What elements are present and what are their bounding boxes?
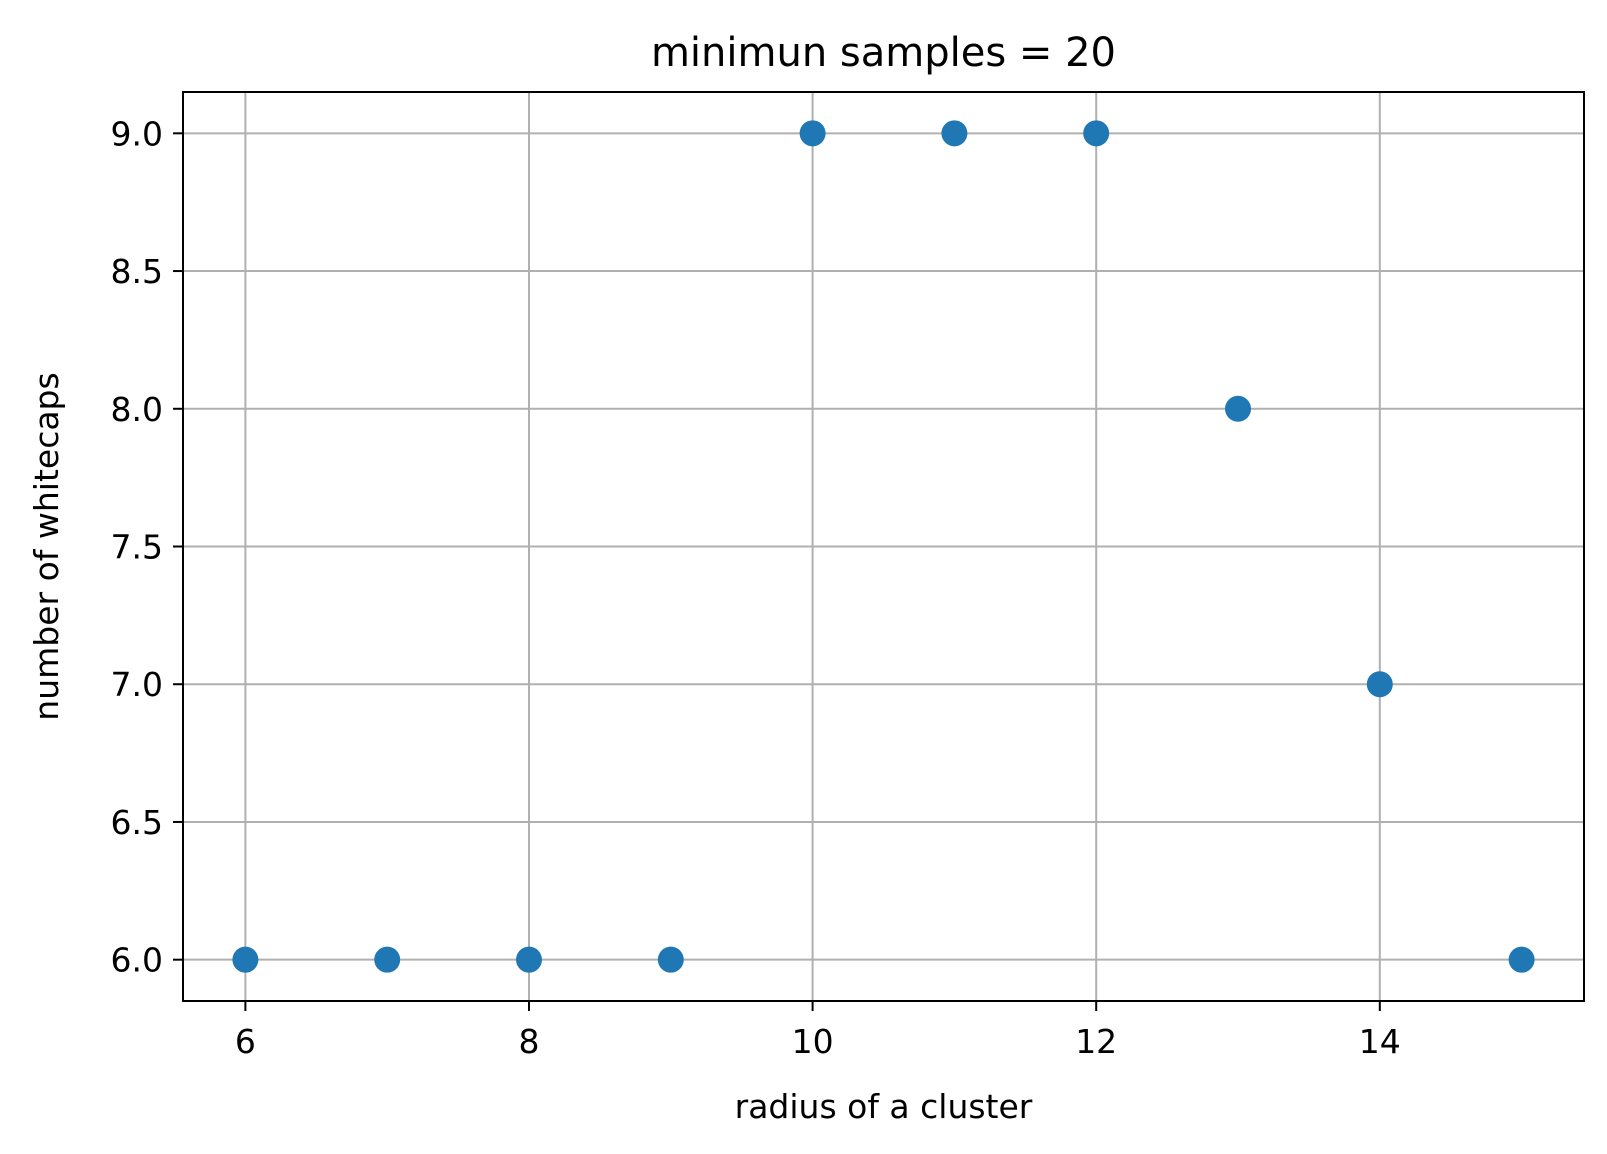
y-tick-label: 7.0: [111, 665, 163, 704]
y-tick-label: 6.5: [111, 803, 163, 842]
y-tick-label: 9.0: [111, 114, 163, 153]
data-points: [232, 120, 1535, 973]
y-tick-label: 7.5: [111, 528, 163, 567]
x-tick-label: 14: [1359, 1022, 1401, 1061]
grid: [183, 92, 1584, 1001]
y-tick-label: 6.0: [111, 941, 163, 980]
data-point: [941, 120, 968, 147]
y-tick-label: 8.5: [111, 252, 163, 291]
data-point: [1366, 671, 1393, 698]
data-point: [1225, 395, 1252, 422]
data-point: [1508, 946, 1535, 973]
y-ticks: 6.0 6.5 7.0 7.5 8.0 8.5 9.0: [111, 114, 183, 980]
x-ticks: 6 8 10 12 14: [235, 1001, 1401, 1061]
x-tick-label: 8: [518, 1022, 539, 1061]
chart-title: minimun samples = 20: [651, 30, 1116, 76]
data-point: [657, 946, 684, 973]
y-axis-label: number of whitecaps: [27, 372, 66, 720]
x-axis-label: radius of a cluster: [735, 1087, 1033, 1126]
x-tick-label: 6: [235, 1022, 256, 1061]
x-tick-label: 10: [792, 1022, 834, 1061]
data-point: [515, 946, 542, 973]
data-point: [232, 946, 259, 973]
data-point: [374, 946, 401, 973]
y-tick-label: 8.0: [111, 390, 163, 429]
data-point: [1083, 120, 1110, 147]
x-tick-label: 12: [1075, 1022, 1117, 1061]
data-point: [799, 120, 826, 147]
